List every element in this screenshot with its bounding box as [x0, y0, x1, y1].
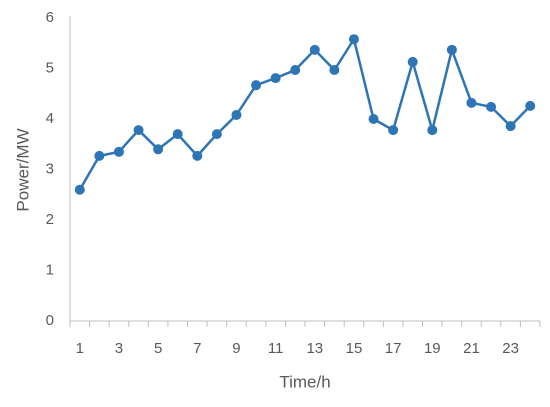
y-tick-label: 1 — [46, 261, 54, 278]
point — [466, 97, 477, 108]
y-tick-label: 0 — [46, 312, 54, 329]
y-tick-label: 4 — [46, 110, 54, 127]
y-tick-label: 5 — [46, 59, 54, 76]
point — [153, 144, 164, 155]
point — [329, 65, 340, 76]
y-tick-label: 6 — [46, 9, 54, 26]
y-axis-title: Power/MW — [13, 128, 32, 211]
line — [78, 36, 532, 191]
point — [172, 129, 183, 140]
x-tick-label: 19 — [424, 340, 441, 357]
point — [505, 121, 516, 132]
y-tick-label: 3 — [46, 160, 54, 177]
point — [290, 65, 301, 76]
y-tick-label: 2 — [46, 211, 54, 228]
x-tick-label: 9 — [232, 340, 240, 357]
point — [525, 100, 536, 111]
point — [427, 125, 438, 136]
x-tick-label: 23 — [502, 340, 519, 357]
point — [407, 56, 418, 67]
x-tick-label: 11 — [268, 340, 284, 357]
point — [368, 114, 379, 124]
x-axis-title: Time/h — [279, 372, 330, 391]
point — [348, 34, 359, 45]
x-tick-label: 1 — [76, 340, 84, 357]
x-tick-label: 15 — [346, 340, 363, 357]
point — [486, 101, 497, 112]
point — [231, 109, 242, 120]
point — [133, 125, 144, 136]
x-tick-label: 13 — [306, 340, 323, 357]
point — [270, 73, 281, 84]
x-tick-label: 17 — [385, 340, 402, 357]
point — [192, 150, 203, 161]
point — [74, 184, 85, 195]
x-tick-label: 21 — [463, 340, 480, 357]
x-tick-label: 7 — [193, 340, 201, 357]
point — [446, 44, 457, 55]
point — [211, 129, 222, 140]
point — [388, 125, 399, 136]
x-tick-label: 3 — [115, 340, 123, 357]
point — [309, 44, 320, 55]
x-tick-label: 5 — [154, 340, 162, 357]
point — [94, 150, 105, 161]
point — [113, 146, 124, 157]
point — [251, 80, 262, 91]
